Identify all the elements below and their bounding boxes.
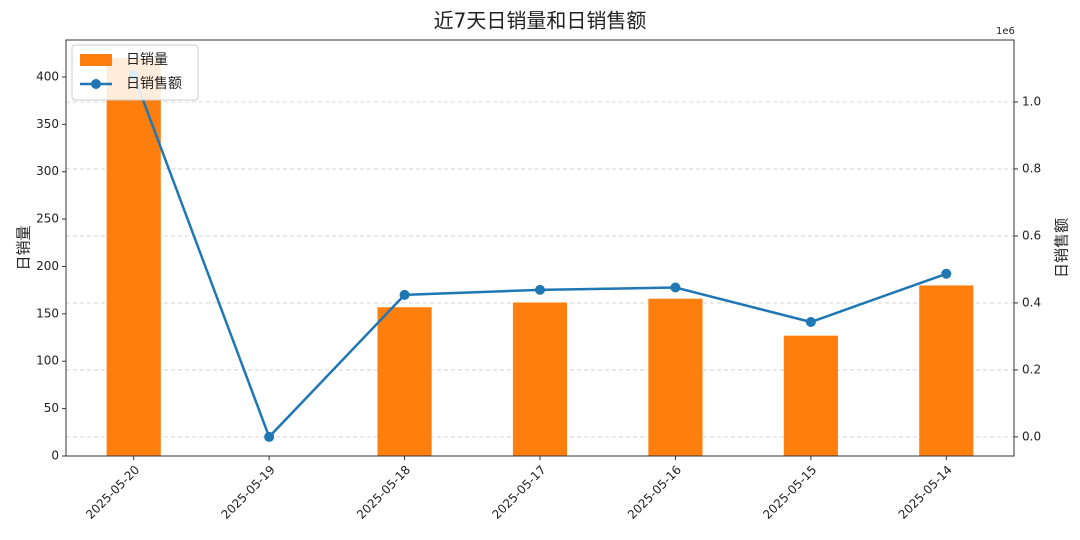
line-marker	[805, 317, 816, 328]
y2-tick-label: 0.8	[1022, 161, 1041, 175]
y-tick-label: 400	[36, 69, 59, 83]
bar	[377, 307, 432, 456]
y-tick-label: 100	[36, 354, 59, 368]
y-tick-label: 50	[44, 401, 59, 415]
y2-tick-label: 0.6	[1022, 228, 1041, 242]
bar	[106, 58, 161, 457]
y-tick-label: 0	[51, 449, 59, 463]
y2-axis-label: 日销售额	[1053, 218, 1071, 278]
bar	[783, 335, 838, 456]
line-marker	[670, 282, 681, 293]
line-marker	[941, 268, 952, 279]
y2-tick-label: 0.4	[1022, 295, 1041, 309]
y-tick-label: 150	[36, 306, 59, 320]
line-marker	[399, 289, 410, 300]
y2-tick-label: 0.2	[1022, 362, 1041, 376]
bar	[648, 298, 703, 456]
y-axis-label: 日销量	[15, 225, 33, 270]
line-marker	[535, 284, 545, 295]
x-tick-label: 2025-05-19	[219, 463, 278, 522]
y2-tick-label: 0.0	[1022, 429, 1041, 443]
chart-title: 近7天日销量和日销售额	[434, 9, 647, 33]
y2-tick-label: 1.0	[1022, 94, 1041, 108]
x-tick-label: 2025-05-17	[489, 463, 548, 522]
y-tick-label: 250	[36, 212, 59, 226]
y2-offset: 1e6	[996, 26, 1015, 37]
x-tick-label: 2025-05-16	[625, 463, 684, 522]
legend-swatch	[80, 54, 112, 66]
y-tick-label: 200	[36, 259, 59, 273]
x-tick-label: 2025-05-14	[896, 463, 955, 522]
bar	[919, 285, 974, 456]
x-tick-label: 2025-05-20	[83, 463, 142, 522]
bar	[512, 302, 568, 456]
line-marker	[264, 431, 275, 442]
x-tick-label: 2025-05-15	[760, 463, 819, 522]
legend-label: 日销量	[126, 52, 168, 68]
y-tick-label: 350	[36, 117, 59, 131]
y-tick-label: 300	[36, 164, 59, 178]
legend-swatch	[91, 79, 101, 89]
x-tick-label: 2025-05-18	[354, 463, 413, 522]
legend-label: 日销售额	[126, 76, 182, 92]
